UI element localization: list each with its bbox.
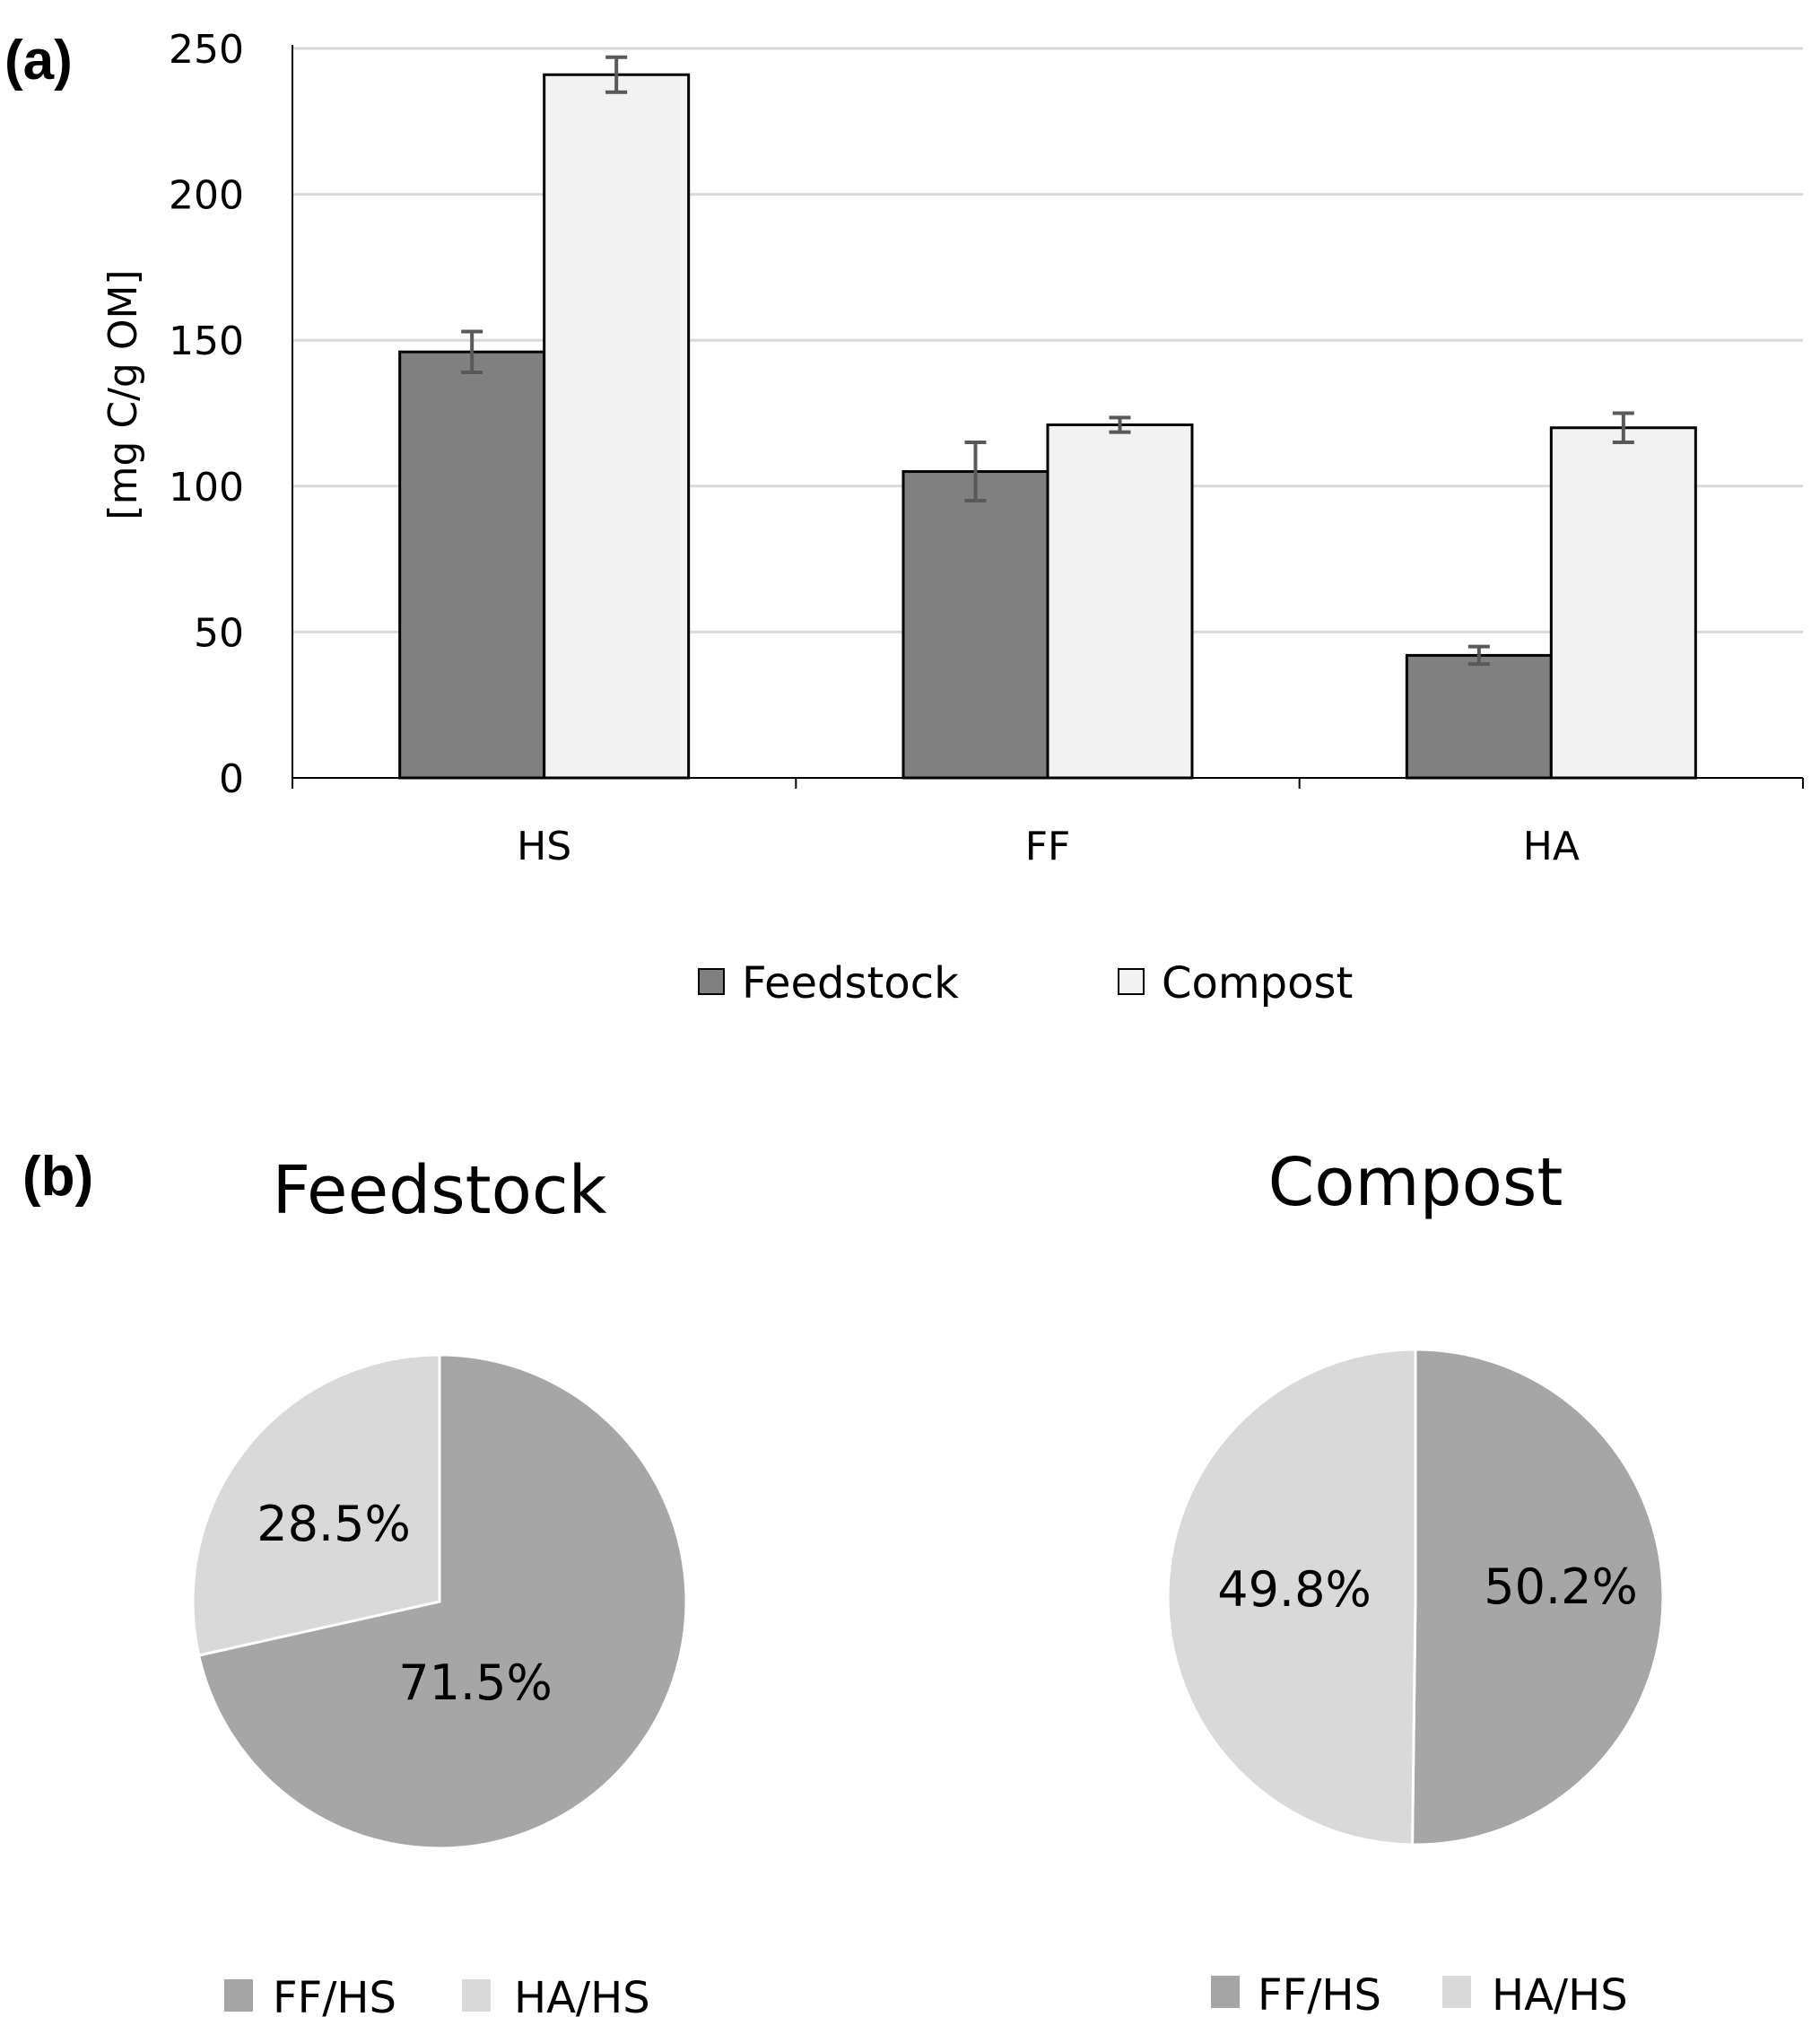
bar-chart-y-tick-labels: 0 50 100 150 200 250: [169, 27, 244, 802]
pie-chart-compost: [1166, 1348, 1665, 1847]
pie-compost-slice-label-ha-hs: 49.8%: [1217, 1561, 1372, 1618]
pie-feedstock-slice-label-ha-hs: 28.5%: [257, 1496, 411, 1552]
pie-title-feedstock: Feedstock: [273, 1152, 607, 1229]
panel-label-b: (b): [22, 1146, 93, 1208]
error-bar-compost-ff: [1109, 415, 1131, 434]
bar-chart-legend: Feedstock Compost: [698, 958, 1353, 1008]
pie-feedstock-slice-ff-hs: [196, 1353, 688, 1850]
legend-label-ha-hs: HA/HS: [514, 1973, 650, 2023]
error-bar-feedstock-ha: [1467, 644, 1490, 667]
legend-swatch-feedstock: [698, 968, 725, 995]
bar-compost-ff: [1046, 423, 1194, 780]
y-tick-50: 50: [194, 610, 244, 656]
panel-label-a: (a): [4, 30, 73, 92]
legend-label-ha-hs: HA/HS: [1492, 1970, 1628, 2021]
legend-label-ff-hs: FF/HS: [1258, 1970, 1381, 2021]
bar-chart-y-axis-label: [mg C/g OM]: [100, 269, 146, 519]
pie-feedstock-legend: FF/HS HA/HS: [224, 1973, 650, 2023]
bar-compost-hs: [543, 73, 691, 780]
bar-chart-x-tick-labels: HS FF HA: [517, 824, 1580, 869]
legend-swatch-ha-hs: [462, 1979, 491, 2012]
legend-swatch-ha-hs: [1442, 1976, 1471, 2008]
legend-swatch-ff-hs: [224, 1979, 253, 2012]
bar-chart-x-axis: [292, 45, 1804, 789]
y-tick-150: 150: [169, 319, 244, 364]
pie-feedstock-slice-ha-hs: [191, 1353, 441, 1657]
legend-swatch-ff-hs: [1211, 1976, 1240, 2008]
y-tick-0: 0: [219, 756, 244, 802]
legend-label-ff-hs: FF/HS: [273, 1973, 396, 2023]
y-tick-200: 200: [169, 173, 244, 219]
x-tick-ff: FF: [1025, 824, 1071, 869]
pie-chart-feedstock: [191, 1353, 688, 1850]
error-bar-compost-hs: [605, 55, 628, 94]
pie-title-compost: Compost: [1268, 1144, 1563, 1221]
y-tick-100: 100: [169, 465, 244, 511]
x-tick-hs: HS: [517, 824, 571, 869]
pie-feedstock-slice-label-ff-hs: 71.5%: [398, 1654, 553, 1711]
legend-label-compost: Compost: [1162, 958, 1353, 1008]
bar-chart-error-bars: [461, 55, 1634, 667]
bar-feedstock-hs: [398, 350, 546, 780]
x-tick-ha: HA: [1523, 824, 1580, 869]
pie-compost-slice-ha-hs: [1166, 1348, 1417, 1847]
legend-swatch-compost: [1118, 968, 1145, 995]
pie-compost-slice-label-ff-hs: 50.2%: [1484, 1558, 1638, 1615]
bar-feedstock-ha: [1405, 653, 1553, 780]
error-bar-feedstock-ff: [964, 441, 987, 503]
error-bar-compost-ha: [1612, 411, 1634, 445]
pie-compost-slice-ff-hs: [1411, 1348, 1665, 1847]
bar-chart-bars: [398, 73, 1697, 780]
y-tick-250: 250: [169, 27, 244, 73]
pie-compost-legend: FF/HS HA/HS: [1211, 1970, 1628, 2021]
error-bar-feedstock-hs: [461, 329, 483, 374]
legend-label-feedstock: Feedstock: [742, 958, 959, 1008]
bar-feedstock-ff: [901, 470, 1049, 780]
bar-compost-ha: [1549, 426, 1697, 780]
